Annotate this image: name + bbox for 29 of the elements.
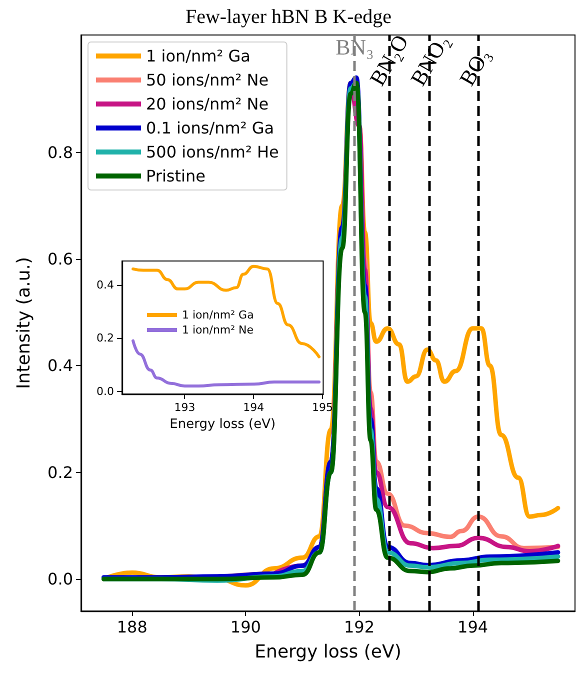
- x-tick-label: 194: [458, 618, 488, 636]
- x-tick-label: 190: [230, 618, 261, 636]
- legend-label: 500 ions/nm² He: [146, 142, 279, 162]
- x-tick-label: 194: [243, 401, 264, 414]
- chart-title: Few-layer hBN B K-edge: [185, 6, 392, 28]
- y-tick-label: 0.0: [96, 384, 114, 398]
- legend-label: 50 ions/nm² Ne: [146, 70, 269, 90]
- legend-label: 20 ions/nm² Ne: [146, 94, 269, 114]
- line-series: [132, 339, 321, 388]
- legend-label: 0.1 ions/nm² Ga: [146, 118, 274, 138]
- y-tick-label: 0.2: [48, 462, 73, 482]
- legend-label: Pristine: [146, 166, 206, 186]
- line-series: [132, 264, 321, 358]
- legend-label: 1 ion/nm² Ga: [146, 46, 250, 66]
- ref-line-label: BO₃: [454, 44, 495, 90]
- legend-label: 1 ion/nm² Ne: [182, 324, 254, 336]
- y-tick-label: 0.6: [48, 250, 73, 268]
- x-axis-title: Energy loss (eV): [254, 642, 402, 662]
- y-tick-label: 0.0: [48, 570, 73, 588]
- y-tick-label: 0.8: [48, 142, 73, 162]
- y-axis-title: Intensity (a.u.): [14, 257, 34, 389]
- legend-label: 1 ion/nm² Ga: [182, 308, 254, 322]
- x-axis-title: Energy loss (eV): [170, 416, 276, 432]
- y-tick-label: 0.4: [96, 278, 114, 292]
- x-tick-label: 192: [344, 618, 375, 636]
- y-tick-label: 0.2: [96, 332, 114, 345]
- y-tick-label: 0.4: [48, 356, 73, 376]
- x-tick-label: 188: [116, 618, 148, 636]
- x-tick-label: 193: [174, 401, 196, 414]
